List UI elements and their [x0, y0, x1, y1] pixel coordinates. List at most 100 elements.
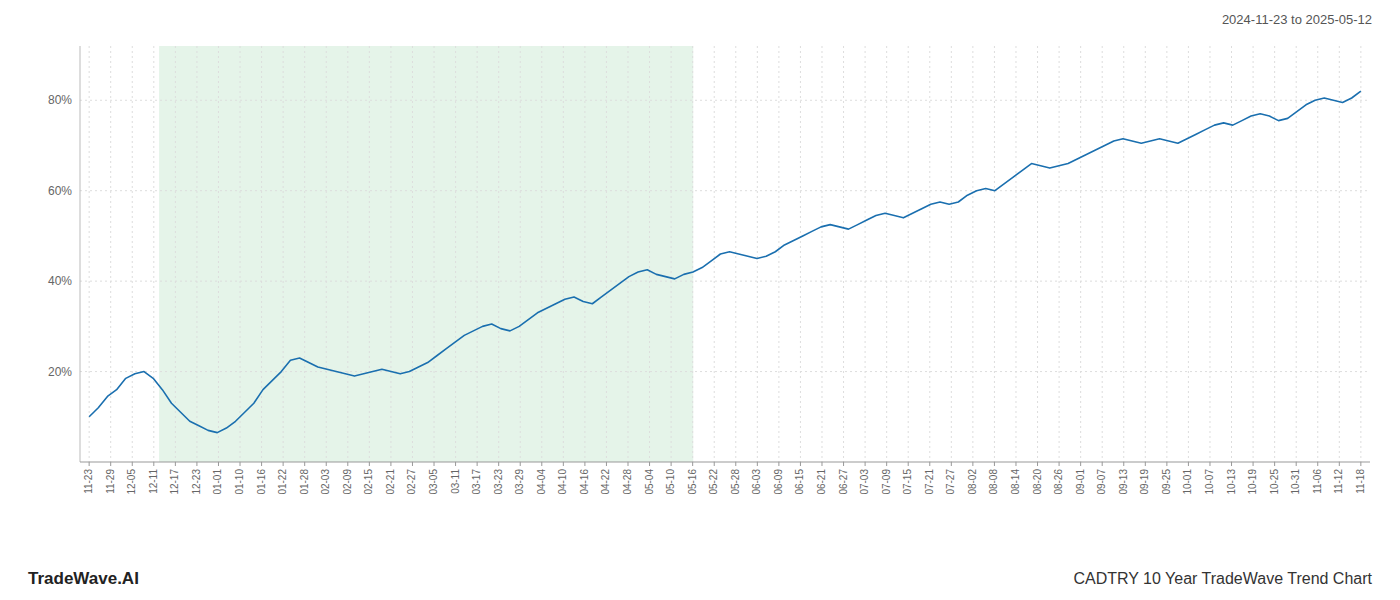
x-tick-label: 12-23 — [191, 469, 202, 495]
x-grid-line — [1015, 46, 1016, 462]
x-tick-label: 01-01 — [212, 469, 223, 495]
x-tick-label: 12-17 — [169, 469, 180, 495]
trend-line — [89, 91, 1361, 432]
x-grid-line — [1102, 46, 1103, 462]
y-grid-line — [80, 281, 1370, 282]
x-tick-label: 01-10 — [234, 469, 245, 495]
x-grid-line — [1166, 46, 1167, 462]
x-tick — [1274, 462, 1275, 466]
chart: 11-2311-2912-0512-1112-1712-2301-0101-10… — [0, 0, 1400, 600]
x-tick-label: 02-27 — [406, 469, 417, 495]
x-tick-label: 06-21 — [816, 469, 827, 495]
x-tick — [628, 462, 629, 466]
x-grid-line — [671, 46, 672, 462]
x-tick-label: 12-11 — [148, 469, 159, 494]
x-tick-label: 04-16 — [579, 469, 590, 495]
x-grid-line — [196, 46, 197, 462]
x-tick-label: 04-22 — [600, 469, 611, 495]
x-tick-label: 11-29 — [105, 469, 116, 494]
x-grid-line — [1317, 46, 1318, 462]
x-tick-label: 09-01 — [1075, 469, 1086, 495]
x-grid-line — [304, 46, 305, 462]
x-grid-line — [1188, 46, 1189, 462]
x-grid-line — [175, 46, 176, 462]
shaded-region — [159, 46, 693, 462]
x-tick-label: 05-22 — [708, 469, 719, 495]
x-tick — [1059, 462, 1060, 466]
x-grid-line — [110, 46, 111, 462]
x-tick — [1037, 462, 1038, 466]
x-tick — [951, 462, 952, 466]
x-tick — [972, 462, 973, 466]
x-grid-line — [1080, 46, 1081, 462]
x-grid-line — [606, 46, 607, 462]
x-tick — [1166, 462, 1167, 466]
x-tick — [89, 462, 90, 466]
y-ticks: 20%40%60%80% — [48, 93, 72, 378]
x-tick — [821, 462, 822, 466]
x-tick-label: 09-25 — [1161, 469, 1172, 495]
x-grid-line — [153, 46, 154, 462]
x-grid-line — [778, 46, 779, 462]
x-tick — [735, 462, 736, 466]
x-tick — [1339, 462, 1340, 466]
x-tick-label: 02-03 — [320, 469, 331, 495]
x-grid-line — [714, 46, 715, 462]
x-tick-label: 04-10 — [557, 469, 568, 495]
x-tick — [929, 462, 930, 466]
x-grid-line — [434, 46, 435, 462]
x-grid-line — [1231, 46, 1232, 462]
x-tick — [886, 462, 887, 466]
x-tick-label: 01-16 — [256, 469, 267, 495]
x-tick-label: 03-17 — [471, 469, 482, 495]
x-tick-label: 11-23 — [83, 469, 94, 494]
y-grid-line — [80, 371, 1370, 372]
x-grid-line — [1209, 46, 1210, 462]
x-grid-line — [821, 46, 822, 462]
x-tick — [1123, 462, 1124, 466]
x-tick-label: 11-18 — [1355, 469, 1366, 494]
x-tick-label: 07-03 — [859, 469, 870, 495]
y-axis-line — [80, 46, 81, 462]
x-tick-label: 08-02 — [967, 469, 978, 495]
title: CADTRY 10 Year TradeWave Trend Chart — [1073, 570, 1372, 587]
x-tick-label: 10-25 — [1269, 469, 1280, 495]
x-tick — [908, 462, 909, 466]
x-tick — [283, 462, 284, 466]
y-tick-label: 20% — [48, 365, 72, 379]
x-grid-line — [584, 46, 585, 462]
x-tick-label: 10-01 — [1182, 469, 1193, 495]
x-tick-label: 03-23 — [493, 469, 504, 495]
x-tick — [1253, 462, 1254, 466]
x-tick-label: 06-27 — [838, 469, 849, 495]
x-tick — [1145, 462, 1146, 466]
x-tick-label: 03-11 — [450, 469, 461, 494]
x-tick-label: 11-06 — [1312, 469, 1323, 494]
x-grid-line — [369, 46, 370, 462]
x-tick — [326, 462, 327, 466]
x-grid-line — [843, 46, 844, 462]
x-tick-label: 01-28 — [299, 469, 310, 495]
x-grid-line — [283, 46, 284, 462]
x-ticks: 11-2311-2912-0512-1112-1712-2301-0101-10… — [83, 462, 1366, 495]
x-tick — [240, 462, 241, 466]
x-grid-line — [800, 46, 801, 462]
x-grid-line — [886, 46, 887, 462]
x-tick — [692, 462, 693, 466]
grid — [80, 46, 1370, 462]
x-tick-label: 10-19 — [1247, 469, 1258, 495]
x-tick — [800, 462, 801, 466]
y-tick-label: 80% — [48, 93, 72, 107]
x-tick — [110, 462, 111, 466]
x-tick-label: 08-20 — [1032, 469, 1043, 495]
y-tick-label: 40% — [48, 274, 72, 288]
x-grid-line — [1037, 46, 1038, 462]
x-grid-line — [929, 46, 930, 462]
x-tick-label: 07-09 — [881, 469, 892, 495]
x-tick-label: 10-13 — [1226, 469, 1237, 495]
x-tick — [196, 462, 197, 466]
x-tick — [671, 462, 672, 466]
x-tick — [477, 462, 478, 466]
brand-annotation: TradeWave.AI — [28, 569, 139, 588]
x-tick-label: 11-12 — [1333, 469, 1344, 494]
